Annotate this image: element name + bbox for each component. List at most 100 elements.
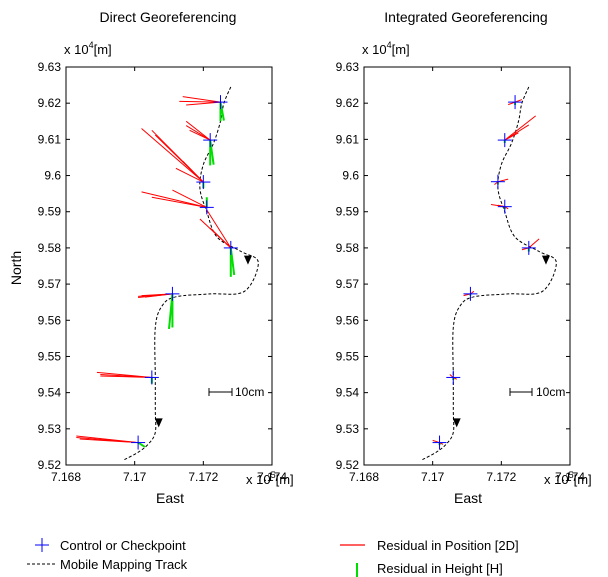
y-tick-label: 9.62: [38, 96, 62, 110]
legend-label-height: Residual in Height [H]: [377, 561, 503, 576]
scale-bar: 10cm: [208, 385, 264, 399]
control-point: [446, 370, 461, 385]
scale-bar-label: 10cm: [536, 385, 565, 399]
position-residual: [185, 120, 211, 141]
panel-integrated: Integrated Georeferencing x 104[m] 9.529…: [336, 9, 592, 506]
x-tick-label: 7.17: [421, 470, 445, 484]
y-tick-label: 9.6: [44, 169, 61, 183]
control-point: [144, 370, 159, 385]
mobile-mapping-track: [422, 86, 557, 461]
panel-direct: Direct Georeferencing x 104[m] 9.529.539…: [8, 9, 294, 506]
y-tick-label: 9.52: [336, 458, 360, 472]
y-tick-label: 9.61: [38, 132, 62, 146]
y-tick-label: 9.55: [38, 349, 62, 363]
y-tick-label: 9.56: [38, 313, 62, 327]
x-tick-label: 7.174: [257, 470, 287, 484]
y-tick-label: 9.58: [336, 241, 360, 255]
plot-content: [422, 86, 557, 461]
y-tick-label: 9.57: [38, 277, 62, 291]
height-residual: [219, 101, 225, 121]
y-tick-label: 9.63: [38, 60, 62, 74]
x-exponent-label: x 105[m]: [544, 470, 592, 487]
y-tick-label: 9.62: [336, 96, 360, 110]
mobile-mapping-track: [124, 86, 259, 461]
position-residual: [209, 227, 232, 249]
position-residual: [141, 191, 207, 208]
legend-label-position: Residual in Position [2D]: [377, 538, 519, 553]
y-tick-label: 9.54: [336, 386, 360, 400]
height-residual: [209, 139, 215, 165]
legend-item-track: Mobile Mapping Track: [27, 557, 188, 572]
legend-item-position: Residual in Position [2D]: [340, 538, 519, 553]
control-point: [490, 174, 505, 189]
position-residual: [141, 128, 204, 183]
y-tick-label: 9.59: [336, 205, 360, 219]
x-tick-label: 7.168: [51, 470, 81, 484]
control-point: [521, 240, 536, 255]
position-residual: [189, 129, 211, 141]
control-point: [203, 133, 218, 148]
control-point: [508, 95, 523, 110]
plot-area: [65, 66, 273, 466]
y-tick-label: 9.53: [38, 422, 62, 436]
control-point: [497, 133, 512, 148]
y-tick-label: 9.6: [342, 169, 359, 183]
y-tick-label: 9.55: [336, 349, 360, 363]
position-residual: [175, 167, 204, 183]
control-point: [196, 175, 211, 190]
control-point: [432, 435, 447, 450]
position-residual: [79, 438, 139, 444]
chart-title: Integrated Georeferencing: [384, 9, 547, 25]
y-axis-label: North: [8, 251, 24, 285]
y-tick-label: 9.57: [336, 277, 360, 291]
y-axis: 9.52 9.53 9.54 9.55 9.56 9.57 9.58 9.59 9.6 9.61 9…: [336, 60, 570, 472]
plot-area: [363, 66, 571, 466]
position-residual: [144, 293, 173, 298]
scale-bar: 10cm: [509, 385, 565, 399]
x-tick-label: 7.172: [188, 470, 218, 484]
control-point: [165, 286, 180, 301]
position-residual: [182, 96, 221, 103]
y-tick-label: 9.59: [38, 205, 62, 219]
x-axis-label: East: [454, 490, 482, 506]
y-exponent-label: x 104[m]: [64, 40, 112, 57]
position-residual: [182, 160, 204, 183]
position-residual: [504, 115, 536, 141]
x-axis: 7.168 7.17 7.172 7.174: [349, 67, 585, 484]
control-point: [131, 435, 146, 450]
position-residual: [206, 209, 232, 249]
height-residual: [137, 441, 146, 448]
x-exponent-label: x 105[m]: [246, 470, 294, 487]
y-tick-label: 9.53: [336, 422, 360, 436]
y-tick-label: 9.56: [336, 313, 360, 327]
x-tick-label: 7.174: [555, 470, 585, 484]
x-axis-label: East: [156, 490, 184, 506]
position-residual: [172, 189, 207, 208]
legend-label-control: Control or Checkpoint: [60, 538, 186, 553]
chart-title: Direct Georeferencing: [100, 9, 237, 25]
y-tick-label: 9.52: [38, 458, 62, 472]
track-direction-arrow: [452, 418, 461, 428]
position-residual: [528, 238, 540, 249]
y-tick-label: 9.58: [38, 241, 62, 255]
control-point: [463, 286, 478, 301]
height-residual: [229, 247, 236, 276]
control-point: [223, 240, 238, 255]
legend-item-control: Control or Checkpoint: [35, 538, 186, 553]
position-residual: [100, 375, 152, 378]
track-direction-arrow: [243, 255, 252, 265]
control-point: [213, 95, 228, 110]
y-tick-label: 9.61: [336, 132, 360, 146]
y-exponent-label: x 104[m]: [362, 40, 410, 57]
y-tick-label: 9.54: [38, 386, 62, 400]
legend-item-height: Residual in Height [H]: [356, 561, 503, 577]
y-axis: 9.52 9.53 9.54 9.55 9.56 9.57 9.58 9.59 9.6 9.61 9…: [38, 60, 272, 472]
track-direction-arrow: [541, 255, 550, 265]
x-axis: 7.168 7.17 7.172 7.174: [51, 67, 287, 484]
control-point: [199, 200, 214, 215]
legend: Control or Checkpoint Mobile Mapping Tra…: [27, 538, 519, 577]
x-tick-label: 7.168: [349, 470, 379, 484]
position-residual: [504, 132, 519, 141]
x-tick-label: 7.172: [486, 470, 516, 484]
